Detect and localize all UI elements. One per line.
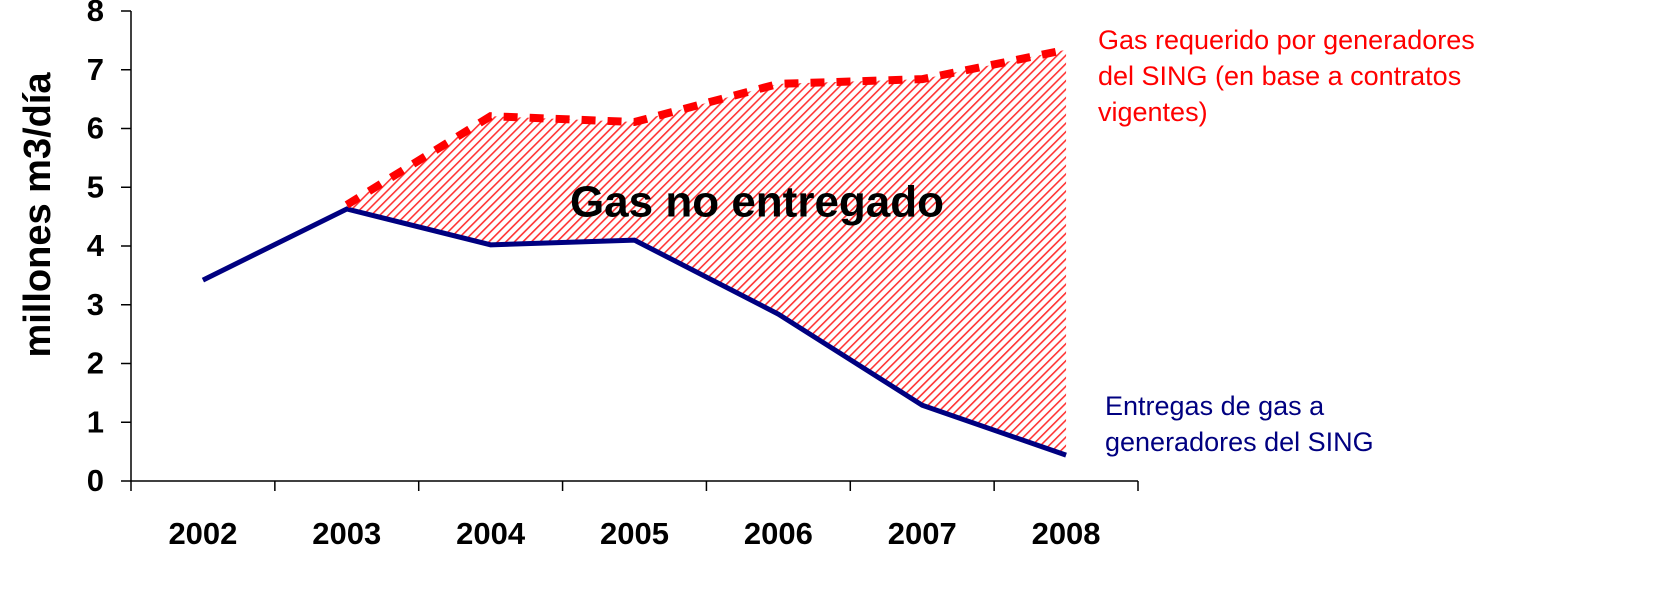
legend-label: generadores del SING: [1105, 427, 1374, 457]
x-tick-label: 2004: [456, 516, 526, 551]
gap-area: [346, 49, 1067, 456]
x-tick-label: 2006: [744, 516, 813, 551]
y-tick-label: 6: [87, 111, 104, 146]
y-tick-label: 0: [87, 463, 104, 498]
y-tick-label: 2: [87, 346, 104, 381]
y-tick-label: 7: [87, 52, 104, 87]
y-tick-label: 5: [87, 169, 104, 204]
legend-label: vigentes): [1098, 97, 1208, 127]
x-tick-label: 2003: [312, 516, 381, 551]
x-tick-label: 2007: [888, 516, 957, 551]
y-tick-label: 4: [87, 228, 105, 263]
legend-label: del SING (en base a contratos: [1098, 61, 1461, 91]
series-line: [344, 45, 1067, 209]
x-tick-label: 2008: [1032, 516, 1101, 551]
y-tick-label: 1: [87, 404, 104, 439]
y-tick-label: 3: [87, 287, 104, 322]
y-axis-label: millones m3/día: [17, 72, 59, 358]
legend-label: Gas requerido por generadores: [1098, 25, 1475, 55]
x-tick-label: 2002: [168, 516, 237, 551]
y-tick-label: 8: [87, 0, 104, 28]
series-line: [201, 206, 1067, 458]
x-tick-label: 2005: [600, 516, 669, 551]
annotation: Gas no entregado: [570, 178, 944, 227]
legend-label: Entregas de gas a: [1105, 391, 1325, 421]
